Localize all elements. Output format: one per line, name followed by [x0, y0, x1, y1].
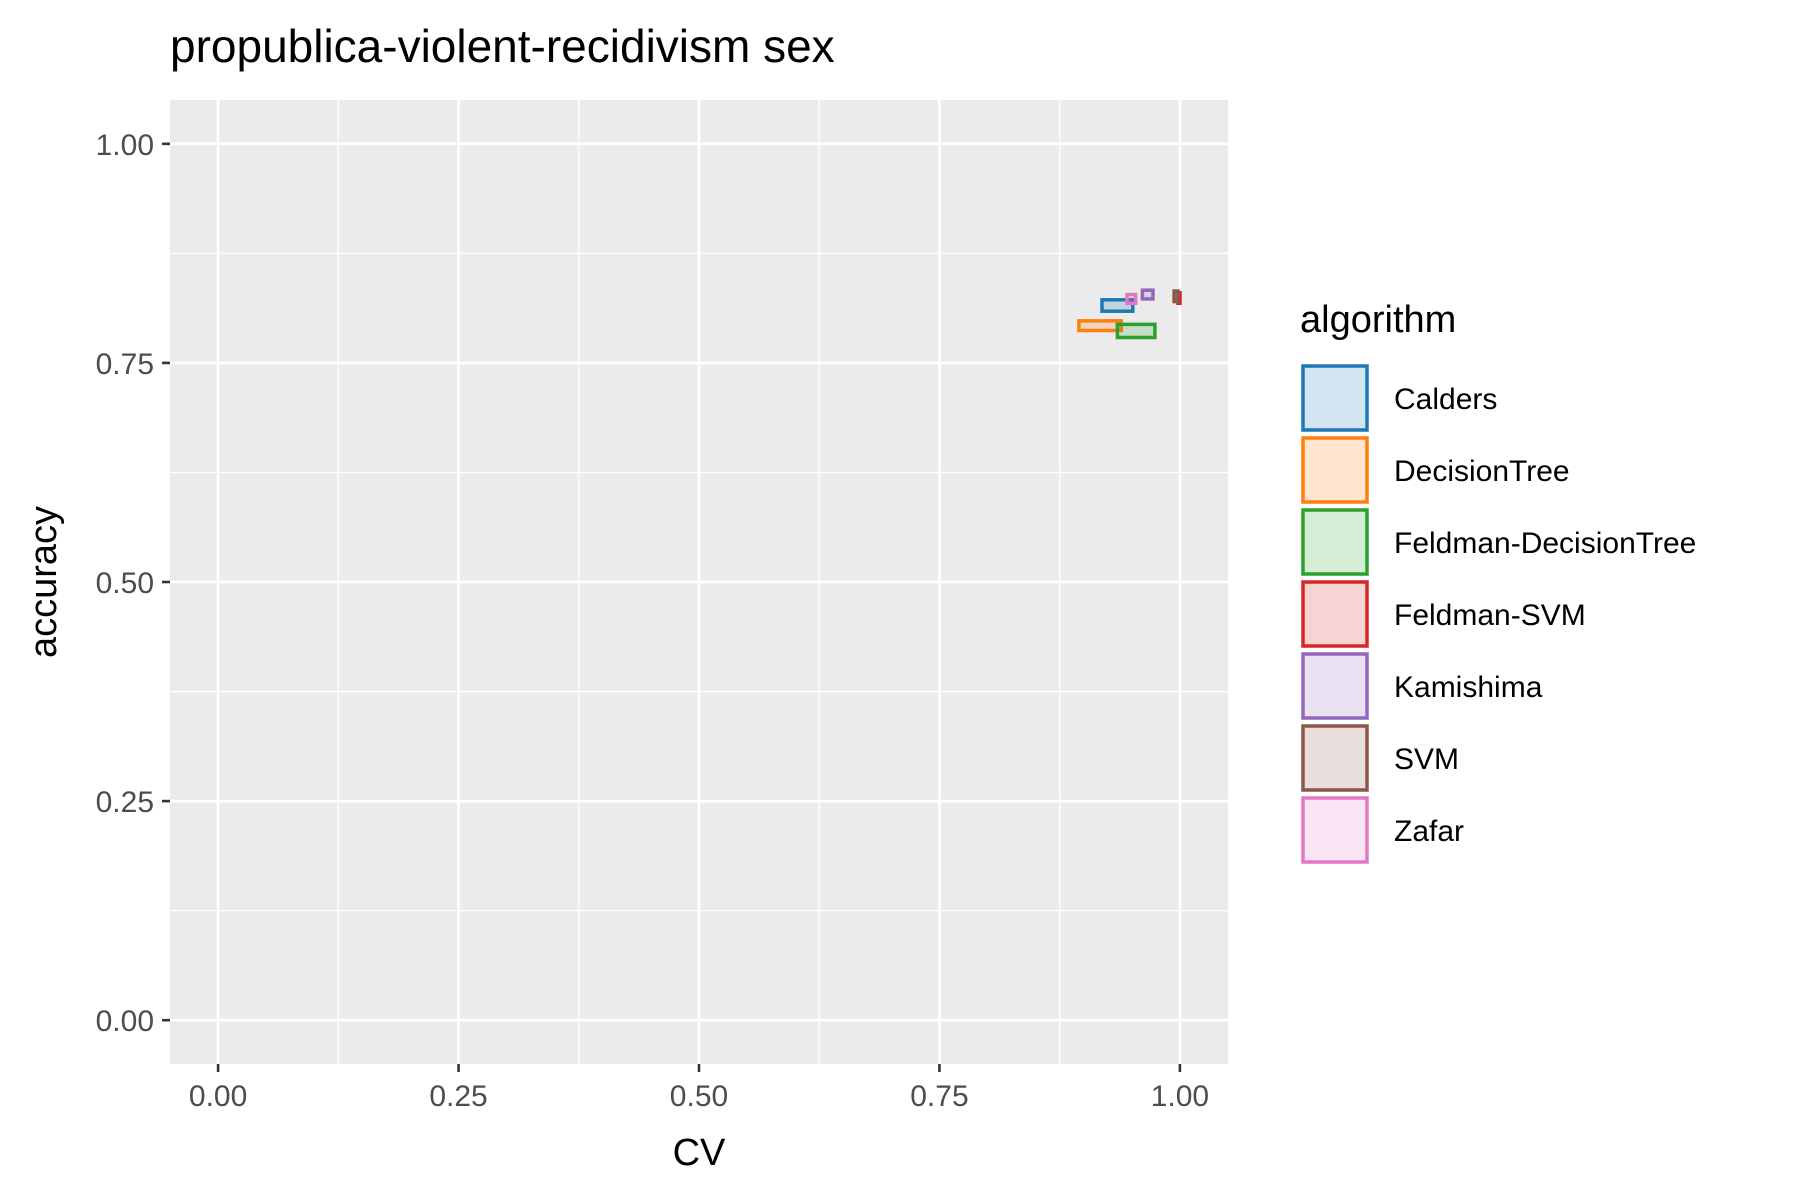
y-axis: 0.00 0.25 0.50 0.75 1.00: [96, 129, 170, 1038]
legend-label-zafar: Zafar: [1394, 815, 1464, 848]
x-axis: 0.00 0.25 0.50 0.75 1.00: [189, 1064, 1209, 1113]
legend-label-feldman-decisiontree: Feldman-DecisionTree: [1394, 527, 1696, 560]
x-tick-label: 0.00: [189, 1080, 247, 1113]
data-rect-feldman-decisiontree: [1115, 322, 1157, 340]
legend-title: algorithm: [1300, 299, 1456, 341]
legend: algorithm Calders DecisionTree Feldman-Dec…: [1300, 299, 1696, 864]
legend-key-feldman-decisiontree: [1301, 508, 1369, 576]
data-rect-zafar: [1125, 292, 1138, 306]
legend-label-kamishima: Kamishima: [1394, 671, 1543, 704]
y-tick-label: 0.25: [96, 786, 154, 819]
legend-key-decisiontree: [1301, 436, 1369, 504]
legend-label-decisiontree: DecisionTree: [1394, 455, 1570, 488]
x-tick-label: 1.00: [1151, 1080, 1209, 1113]
y-tick-label: 0.50: [96, 567, 154, 600]
x-tick-label: 0.25: [429, 1080, 487, 1113]
y-tick-label: 1.00: [96, 129, 154, 162]
legend-key-calders: [1301, 364, 1369, 432]
y-axis-title: accuracy: [23, 506, 65, 658]
x-tick-label: 0.50: [670, 1080, 728, 1113]
legend-label-svm: SVM: [1394, 743, 1459, 776]
legend-key-svm: [1301, 724, 1369, 792]
legend-items: Calders DecisionTree Feldman-DecisionTree F…: [1301, 364, 1696, 864]
chart-title: propublica-violent-recidivism sex: [170, 20, 835, 72]
major-gridlines: [170, 100, 1228, 1064]
legend-label-feldman-svm: Feldman-SVM: [1394, 599, 1586, 632]
data-rect-kamishima: [1140, 288, 1155, 301]
y-tick-label: 0.00: [96, 1005, 154, 1038]
x-tick-label: 0.75: [910, 1080, 968, 1113]
legend-key-feldman-svm: [1301, 580, 1369, 648]
legend-label-calders: Calders: [1394, 383, 1497, 416]
legend-key-kamishima: [1301, 652, 1369, 720]
data-rect-calders: [1100, 298, 1135, 313]
legend-key-zafar: [1301, 796, 1369, 864]
data-marks: [1077, 288, 1182, 340]
x-axis-title: CV: [673, 1132, 726, 1174]
data-rect-svm: [1172, 289, 1180, 304]
data-rect-decisiontree: [1077, 319, 1123, 333]
y-tick-label: 0.75: [96, 348, 154, 381]
